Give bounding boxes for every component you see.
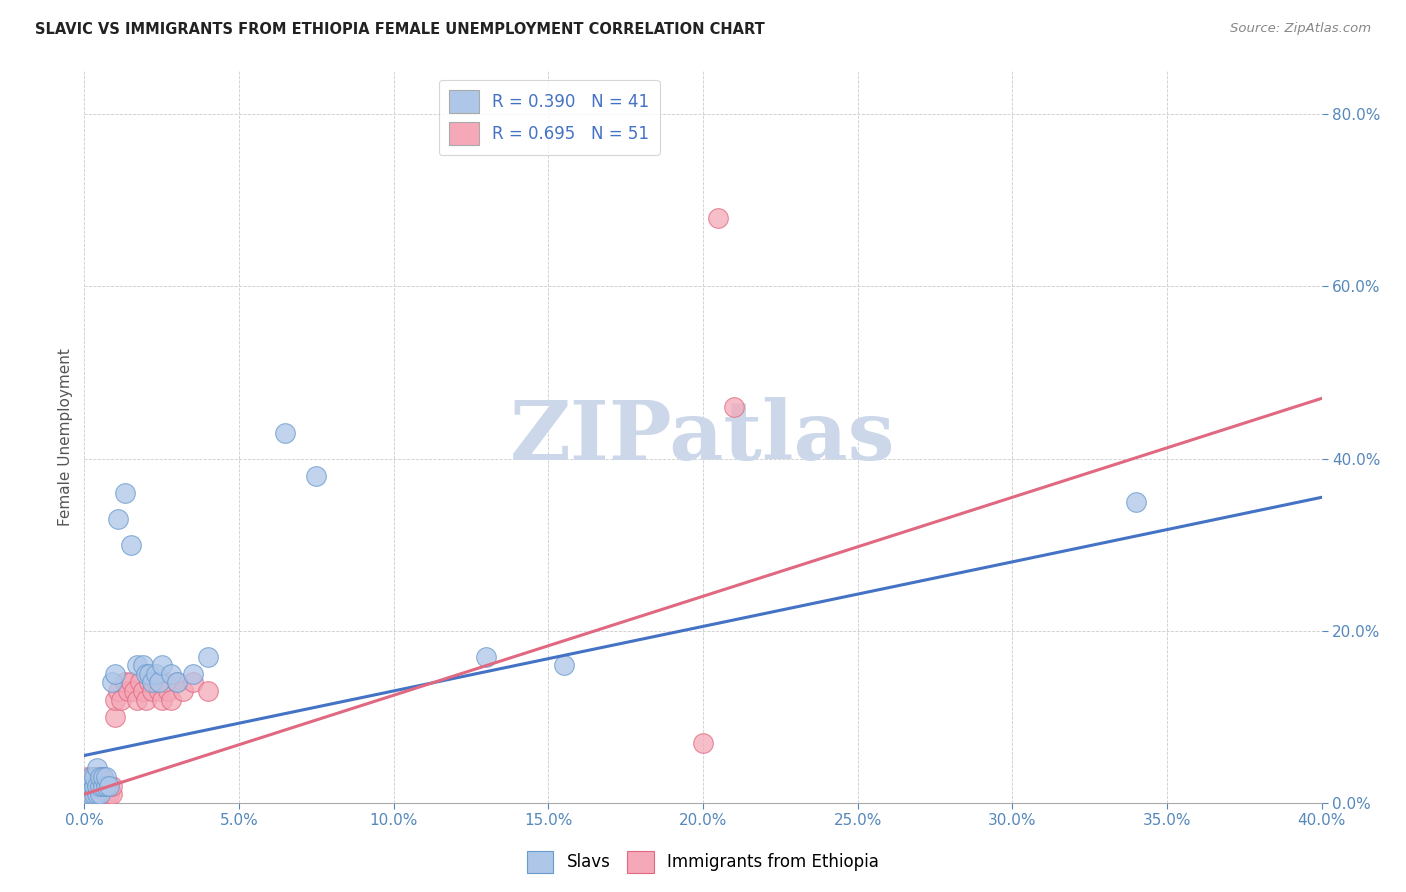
Point — [76, 787, 98, 801]
Point — [76, 770, 98, 784]
Point — [141, 675, 163, 690]
Point — [104, 666, 127, 681]
Point — [153, 675, 176, 690]
Point — [94, 770, 117, 784]
Point — [89, 779, 111, 793]
Point — [145, 666, 167, 681]
Point — [166, 675, 188, 690]
Point — [101, 675, 124, 690]
Point — [132, 684, 155, 698]
Legend: R = 0.390   N = 41, R = 0.695   N = 51: R = 0.390 N = 41, R = 0.695 N = 51 — [439, 79, 659, 155]
Point — [129, 675, 152, 690]
Point — [91, 787, 114, 801]
Point — [305, 468, 328, 483]
Point — [79, 779, 101, 793]
Point — [89, 779, 111, 793]
Point — [138, 666, 160, 681]
Point — [76, 779, 98, 793]
Point — [79, 787, 101, 801]
Point — [86, 779, 108, 793]
Point — [89, 770, 111, 784]
Point — [138, 675, 160, 690]
Point — [135, 692, 157, 706]
Point — [86, 787, 108, 801]
Point — [181, 675, 204, 690]
Point — [79, 787, 101, 801]
Point — [89, 770, 111, 784]
Point — [89, 787, 111, 801]
Point — [125, 692, 148, 706]
Point — [91, 779, 114, 793]
Point — [91, 770, 114, 784]
Point — [114, 486, 136, 500]
Y-axis label: Female Unemployment: Female Unemployment — [58, 348, 73, 526]
Point — [79, 770, 101, 784]
Point — [692, 735, 714, 749]
Point — [83, 770, 105, 784]
Point — [83, 779, 105, 793]
Point — [86, 770, 108, 784]
Point — [145, 675, 167, 690]
Point — [148, 684, 170, 698]
Point — [125, 658, 148, 673]
Point — [83, 779, 105, 793]
Text: Source: ZipAtlas.com: Source: ZipAtlas.com — [1230, 22, 1371, 36]
Point — [101, 787, 124, 801]
Point — [181, 666, 204, 681]
Point — [114, 675, 136, 690]
Point — [107, 684, 129, 698]
Point — [91, 779, 114, 793]
Point — [79, 779, 101, 793]
Point — [89, 787, 111, 801]
Point — [166, 675, 188, 690]
Point — [83, 787, 105, 801]
Point — [172, 684, 194, 698]
Point — [76, 787, 98, 801]
Point — [83, 787, 105, 801]
Point — [156, 684, 179, 698]
Point — [197, 649, 219, 664]
Point — [132, 658, 155, 673]
Point — [723, 400, 745, 414]
Point — [83, 770, 105, 784]
Point — [117, 684, 139, 698]
Point — [86, 779, 108, 793]
Point — [122, 684, 145, 698]
Point — [150, 692, 173, 706]
Point — [135, 666, 157, 681]
Point — [475, 649, 498, 664]
Point — [160, 666, 183, 681]
Point — [120, 538, 142, 552]
Text: SLAVIC VS IMMIGRANTS FROM ETHIOPIA FEMALE UNEMPLOYMENT CORRELATION CHART: SLAVIC VS IMMIGRANTS FROM ETHIOPIA FEMAL… — [35, 22, 765, 37]
Point — [110, 692, 132, 706]
Point — [79, 770, 101, 784]
Point — [707, 211, 730, 225]
Point — [553, 658, 575, 673]
Point — [1125, 494, 1147, 508]
Point — [104, 692, 127, 706]
Point — [86, 761, 108, 775]
Point — [94, 779, 117, 793]
Point — [197, 684, 219, 698]
Point — [160, 692, 183, 706]
Point — [98, 779, 121, 793]
Point — [141, 684, 163, 698]
Point — [107, 512, 129, 526]
Point — [104, 710, 127, 724]
Point — [150, 658, 173, 673]
Point — [274, 425, 297, 440]
Text: ZIPatlas: ZIPatlas — [510, 397, 896, 477]
Point — [120, 675, 142, 690]
Point — [91, 770, 114, 784]
Point — [94, 787, 117, 801]
Point — [94, 779, 117, 793]
Point — [148, 675, 170, 690]
Point — [76, 779, 98, 793]
Point — [101, 779, 124, 793]
Point — [98, 787, 121, 801]
Point — [86, 787, 108, 801]
Point — [98, 779, 121, 793]
Legend: Slavs, Immigrants from Ethiopia: Slavs, Immigrants from Ethiopia — [520, 845, 886, 880]
